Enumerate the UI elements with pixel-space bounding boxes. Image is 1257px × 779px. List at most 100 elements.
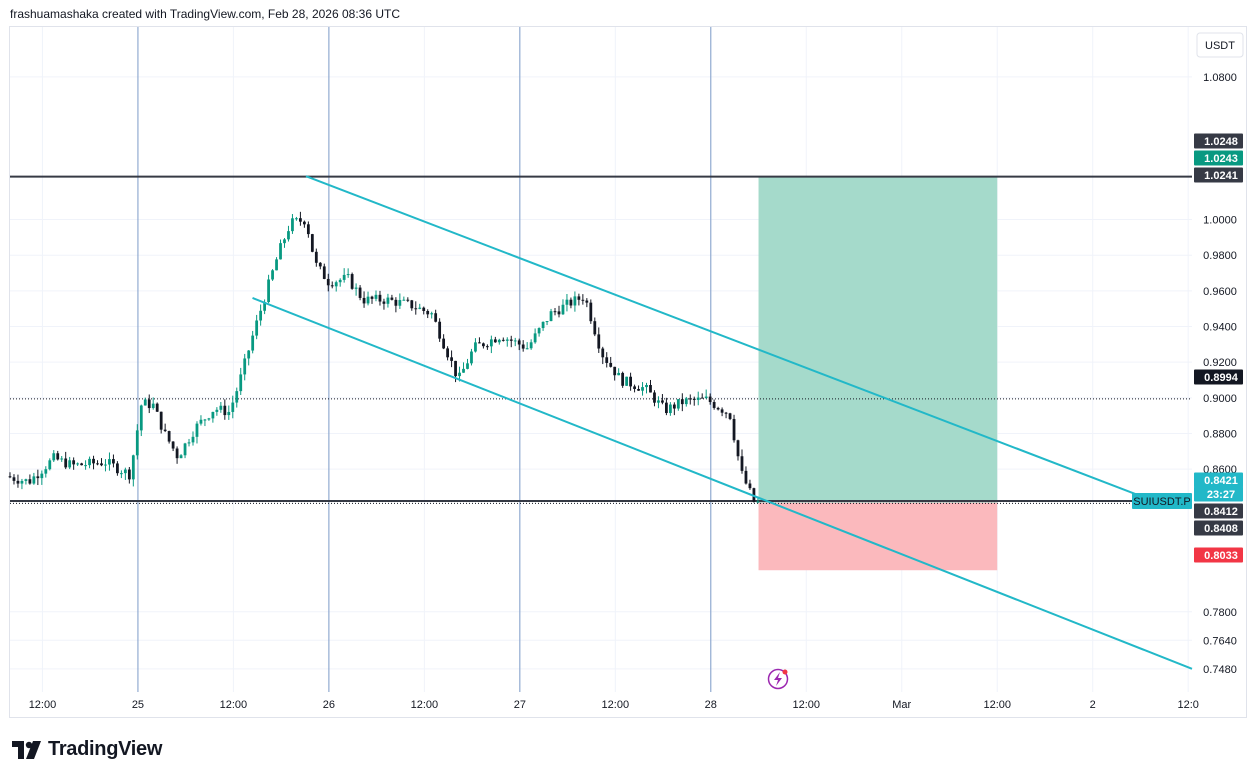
channel-upper-line[interactable] [305,175,1155,502]
candle-body[interactable] [629,376,632,387]
candle-body[interactable] [382,301,386,304]
candle-body[interactable] [338,279,342,283]
candle-body[interactable] [521,344,525,349]
candle-body[interactable] [306,224,310,235]
candle-body[interactable] [100,463,103,466]
candle-body[interactable] [426,310,430,315]
candle-body[interactable] [553,311,557,313]
candle-body[interactable] [275,259,278,271]
candle-body[interactable] [489,339,493,347]
candle-body[interactable] [641,387,644,391]
candle-body[interactable] [84,465,87,467]
candle-body[interactable] [458,372,461,377]
candle-body[interactable] [398,300,402,306]
candle-body[interactable] [625,376,629,386]
candle-body[interactable] [314,251,318,263]
candle-body[interactable] [44,469,48,474]
take-profit-zone[interactable] [758,176,998,503]
candle-body[interactable] [36,476,40,479]
symbol-tag[interactable] [1132,493,1192,510]
candle-body[interactable] [247,350,251,359]
candle-body[interactable] [517,340,521,345]
candle-body[interactable] [322,266,326,279]
candle-body[interactable] [680,399,684,405]
candle-body[interactable] [716,407,720,410]
candle-body[interactable] [581,299,585,301]
candle-body[interactable] [191,436,195,443]
candle-body[interactable] [366,296,370,304]
candle-body[interactable] [310,234,314,252]
candle-body[interactable] [223,405,227,416]
candle-body[interactable] [649,385,652,393]
candle-body[interactable] [287,231,290,240]
candle-body[interactable] [80,463,83,466]
candle-body[interactable] [302,221,306,225]
candle-body[interactable] [88,458,91,466]
candle-body[interactable] [342,274,346,280]
candle-body[interactable] [346,274,350,276]
candle-body[interactable] [139,405,143,431]
candle-body[interactable] [470,351,473,364]
candle-body[interactable] [493,339,497,343]
candle-body[interactable] [740,456,744,471]
candle-body[interactable] [573,296,577,306]
candle-body[interactable] [291,218,294,232]
candle-body[interactable] [76,463,80,465]
candle-body[interactable] [497,339,501,343]
candle-body[interactable] [410,300,414,309]
candle-body[interactable] [179,455,183,459]
candle-body[interactable] [12,477,16,481]
candle-body[interactable] [263,302,266,311]
candle-body[interactable] [597,334,601,349]
candle-body[interactable] [525,348,529,350]
candle-body[interactable] [633,386,636,389]
candle-body[interactable] [688,398,692,400]
candle-body[interactable] [159,411,163,430]
candle-body[interactable] [299,218,302,222]
candle-body[interactable] [167,431,171,442]
candle-body[interactable] [386,297,390,304]
candle-body[interactable] [569,299,573,306]
candle-body[interactable] [8,476,12,478]
candle-body[interactable] [557,311,561,315]
candle-body[interactable] [700,397,704,399]
currency-button[interactable] [1196,32,1244,58]
candle-body[interactable] [672,404,676,409]
candle-body[interactable] [215,409,219,412]
candle-body[interactable] [505,339,509,341]
candle-body[interactable] [334,282,338,287]
candle-body[interactable] [434,313,438,322]
candle-body[interactable] [422,307,426,311]
candle-body[interactable] [466,363,469,369]
candle-body[interactable] [450,357,453,361]
candle-body[interactable] [577,296,581,300]
candle-body[interactable] [119,473,123,475]
candle-body[interactable] [239,374,243,392]
candle-body[interactable] [561,304,565,315]
candle-body[interactable] [64,458,68,468]
candle-body[interactable] [756,501,760,503]
candle-body[interactable] [112,459,115,464]
candle-body[interactable] [509,339,513,341]
candle-body[interactable] [92,458,95,464]
candle-body[interactable] [68,460,72,468]
candle-body[interactable] [485,346,489,348]
candle-body[interactable] [104,464,107,466]
candle-body[interactable] [362,297,366,304]
candle-body[interactable] [736,440,740,457]
candle-body[interactable] [227,411,231,416]
candle-body[interactable] [378,294,382,302]
candle-body[interactable] [549,311,553,322]
candle-body[interactable] [744,470,748,484]
candle-body[interactable] [203,419,207,421]
candle-body[interactable] [657,400,660,403]
candle-body[interactable] [482,343,485,347]
candle-body[interactable] [72,460,76,465]
candle-body[interactable] [668,404,672,414]
candle-body[interactable] [155,403,159,412]
candle-body[interactable] [211,411,215,419]
candle-body[interactable] [442,338,446,349]
candle-body[interactable] [541,321,545,329]
candle-body[interactable] [692,398,696,400]
